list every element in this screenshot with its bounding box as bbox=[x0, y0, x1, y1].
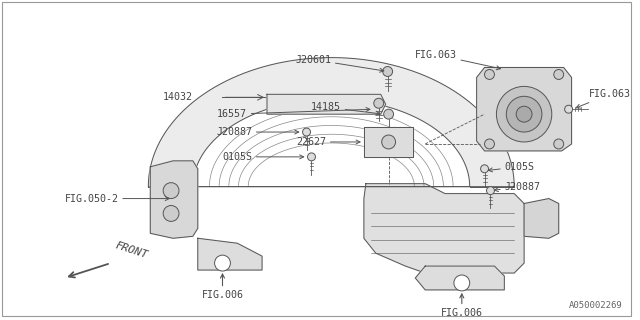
Circle shape bbox=[554, 139, 564, 149]
Text: A050002269: A050002269 bbox=[569, 301, 623, 310]
Text: 14185: 14185 bbox=[311, 102, 380, 115]
Circle shape bbox=[374, 98, 384, 108]
Circle shape bbox=[484, 69, 495, 79]
Text: 0105S: 0105S bbox=[222, 152, 303, 162]
Text: J20887: J20887 bbox=[216, 127, 299, 137]
Polygon shape bbox=[364, 184, 524, 273]
Polygon shape bbox=[364, 127, 413, 157]
Text: 16557: 16557 bbox=[217, 108, 370, 119]
Text: 22627: 22627 bbox=[296, 137, 360, 147]
Circle shape bbox=[516, 106, 532, 122]
Circle shape bbox=[564, 105, 573, 113]
Polygon shape bbox=[524, 199, 559, 238]
Polygon shape bbox=[150, 161, 198, 238]
Text: J20887: J20887 bbox=[494, 182, 540, 192]
Circle shape bbox=[497, 86, 552, 142]
Circle shape bbox=[484, 139, 495, 149]
Text: FIG.063: FIG.063 bbox=[576, 89, 630, 108]
Circle shape bbox=[481, 165, 488, 173]
Polygon shape bbox=[477, 68, 572, 151]
Circle shape bbox=[303, 128, 310, 136]
Text: J20601: J20601 bbox=[295, 55, 384, 72]
Polygon shape bbox=[198, 238, 262, 270]
Circle shape bbox=[384, 109, 394, 119]
Polygon shape bbox=[415, 266, 504, 290]
Text: FIG.063: FIG.063 bbox=[415, 50, 500, 70]
Polygon shape bbox=[267, 94, 386, 114]
Circle shape bbox=[214, 255, 230, 271]
Text: FIG.050-2: FIG.050-2 bbox=[65, 194, 169, 204]
Circle shape bbox=[454, 275, 470, 291]
Circle shape bbox=[554, 69, 564, 79]
Polygon shape bbox=[148, 58, 514, 187]
Circle shape bbox=[163, 183, 179, 199]
Circle shape bbox=[506, 96, 542, 132]
Circle shape bbox=[163, 205, 179, 221]
Circle shape bbox=[308, 153, 316, 161]
Text: FIG.006: FIG.006 bbox=[202, 274, 243, 300]
Circle shape bbox=[486, 187, 495, 195]
Circle shape bbox=[381, 135, 396, 149]
Text: 0105S: 0105S bbox=[488, 162, 534, 172]
Text: FRONT: FRONT bbox=[114, 240, 149, 260]
Circle shape bbox=[383, 67, 392, 76]
Text: 14032: 14032 bbox=[163, 92, 193, 102]
Text: FIG.006: FIG.006 bbox=[441, 294, 483, 318]
